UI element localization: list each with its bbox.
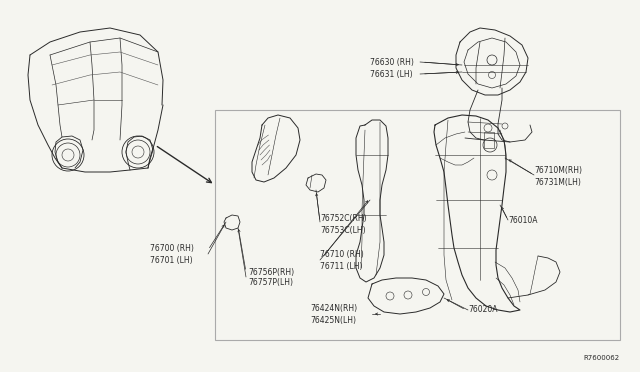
Text: 76710 (RH): 76710 (RH) (320, 250, 364, 260)
Text: 76631 (LH): 76631 (LH) (370, 70, 413, 78)
Text: 76753C(LH): 76753C(LH) (320, 225, 365, 234)
Bar (484, 132, 494, 148)
Text: 76700 (RH): 76700 (RH) (150, 244, 194, 253)
Text: 76701 (LH): 76701 (LH) (150, 256, 193, 264)
Text: 76756P(RH): 76756P(RH) (248, 267, 294, 276)
Text: 76630 (RH): 76630 (RH) (370, 58, 414, 67)
Text: 76710M(RH): 76710M(RH) (534, 166, 582, 174)
Text: 76424N(RH): 76424N(RH) (310, 304, 357, 312)
Text: 76010A: 76010A (508, 215, 538, 224)
Text: 76425N(LH): 76425N(LH) (310, 315, 356, 324)
Text: 76731M(LH): 76731M(LH) (534, 177, 581, 186)
Text: 76752C(RH): 76752C(RH) (320, 214, 367, 222)
Text: R7600062: R7600062 (584, 355, 620, 361)
Bar (215, 110, 620, 340)
Text: 76757P(LH): 76757P(LH) (248, 279, 293, 288)
Text: 76020A: 76020A (468, 305, 497, 314)
Text: 76711 (LH): 76711 (LH) (320, 263, 362, 272)
